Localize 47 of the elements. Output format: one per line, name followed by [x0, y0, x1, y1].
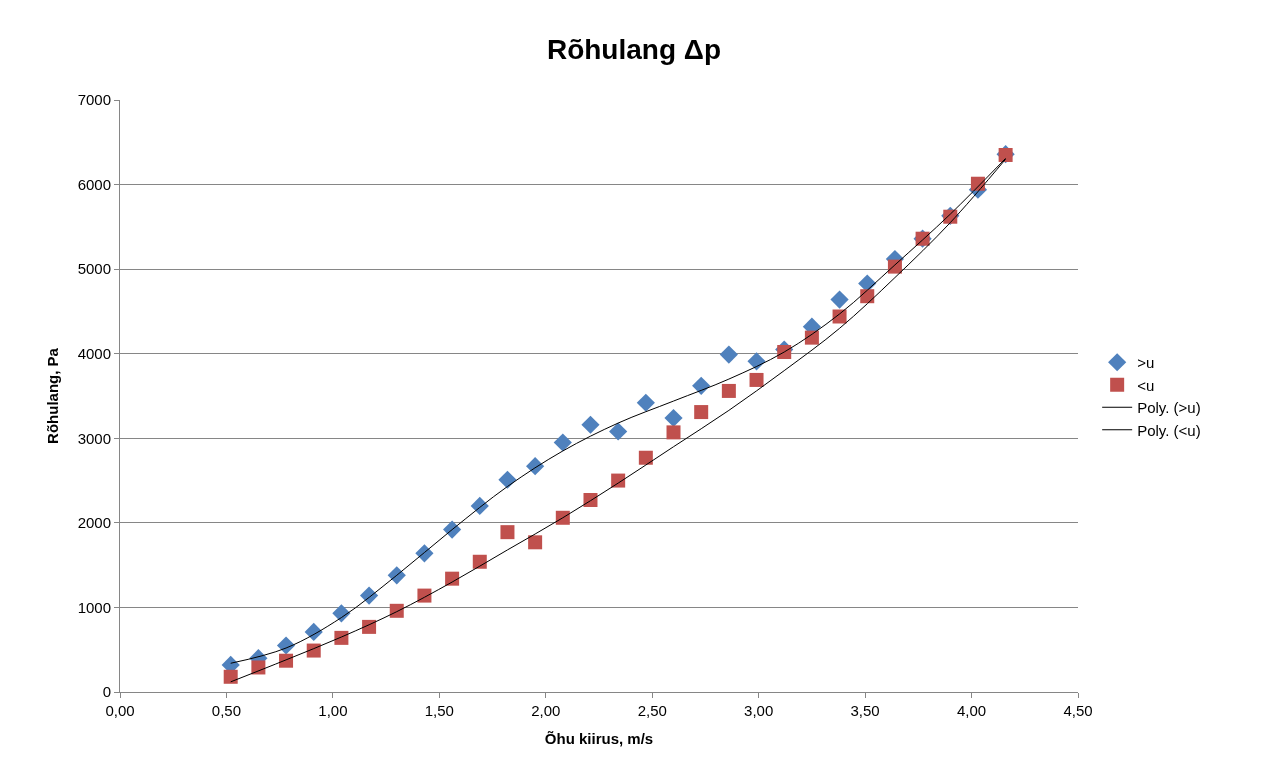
point: [609, 422, 628, 441]
legend-label: <u: [1137, 376, 1155, 394]
legend-label: Poly. (>u): [1137, 399, 1201, 417]
x-tick-label: 2,00: [531, 702, 561, 719]
x-tick-label: 2,50: [637, 702, 667, 719]
point: [389, 603, 404, 618]
point: [223, 669, 238, 684]
point: [721, 383, 736, 398]
point: [638, 450, 653, 465]
legend-label: Poly. (<u): [1137, 421, 1201, 439]
y-tick-label: 5000: [77, 260, 111, 278]
point: [472, 554, 487, 569]
point: [553, 433, 572, 452]
point: [332, 604, 351, 623]
point: [581, 415, 600, 434]
x-tick-label: 4,00: [956, 702, 987, 719]
x-tick-label: 0,00: [105, 702, 135, 719]
legend-label: >u: [1137, 354, 1155, 372]
point: [279, 653, 294, 668]
x-tick-label: 3,50: [850, 702, 880, 719]
point: [528, 535, 543, 550]
y-tick-label: 6000: [77, 175, 111, 193]
point: [251, 660, 266, 675]
point: [666, 425, 681, 440]
x-tick-label: 0,50: [211, 702, 242, 719]
x-tick-label: 3,00: [744, 702, 774, 719]
chart-title: Rõhulang Δp: [546, 33, 722, 65]
x-axis-title: Õhu kiirus, m/s: [544, 730, 654, 747]
y-tick-label: 2000: [77, 514, 111, 532]
point: [694, 405, 709, 420]
point: [830, 290, 849, 309]
point: [664, 408, 683, 428]
x-tick-label: 1,00: [318, 702, 348, 719]
y-axis-title: Rõhulang, Pa: [43, 347, 61, 444]
y-tick-label: 7000: [77, 91, 111, 109]
y-tick-label: 0: [102, 683, 111, 701]
point: [719, 345, 738, 364]
point: [636, 393, 655, 412]
point: [692, 376, 711, 395]
x-tick-label: 1,50: [424, 702, 454, 719]
point: [555, 510, 570, 525]
x-tick-label: 4,50: [1063, 702, 1093, 719]
point: [749, 372, 764, 387]
y-tick-label: 4000: [77, 344, 111, 362]
y-tick-label: 3000: [77, 429, 111, 447]
y-tick-label: 1000: [77, 598, 111, 616]
point: [500, 525, 515, 540]
